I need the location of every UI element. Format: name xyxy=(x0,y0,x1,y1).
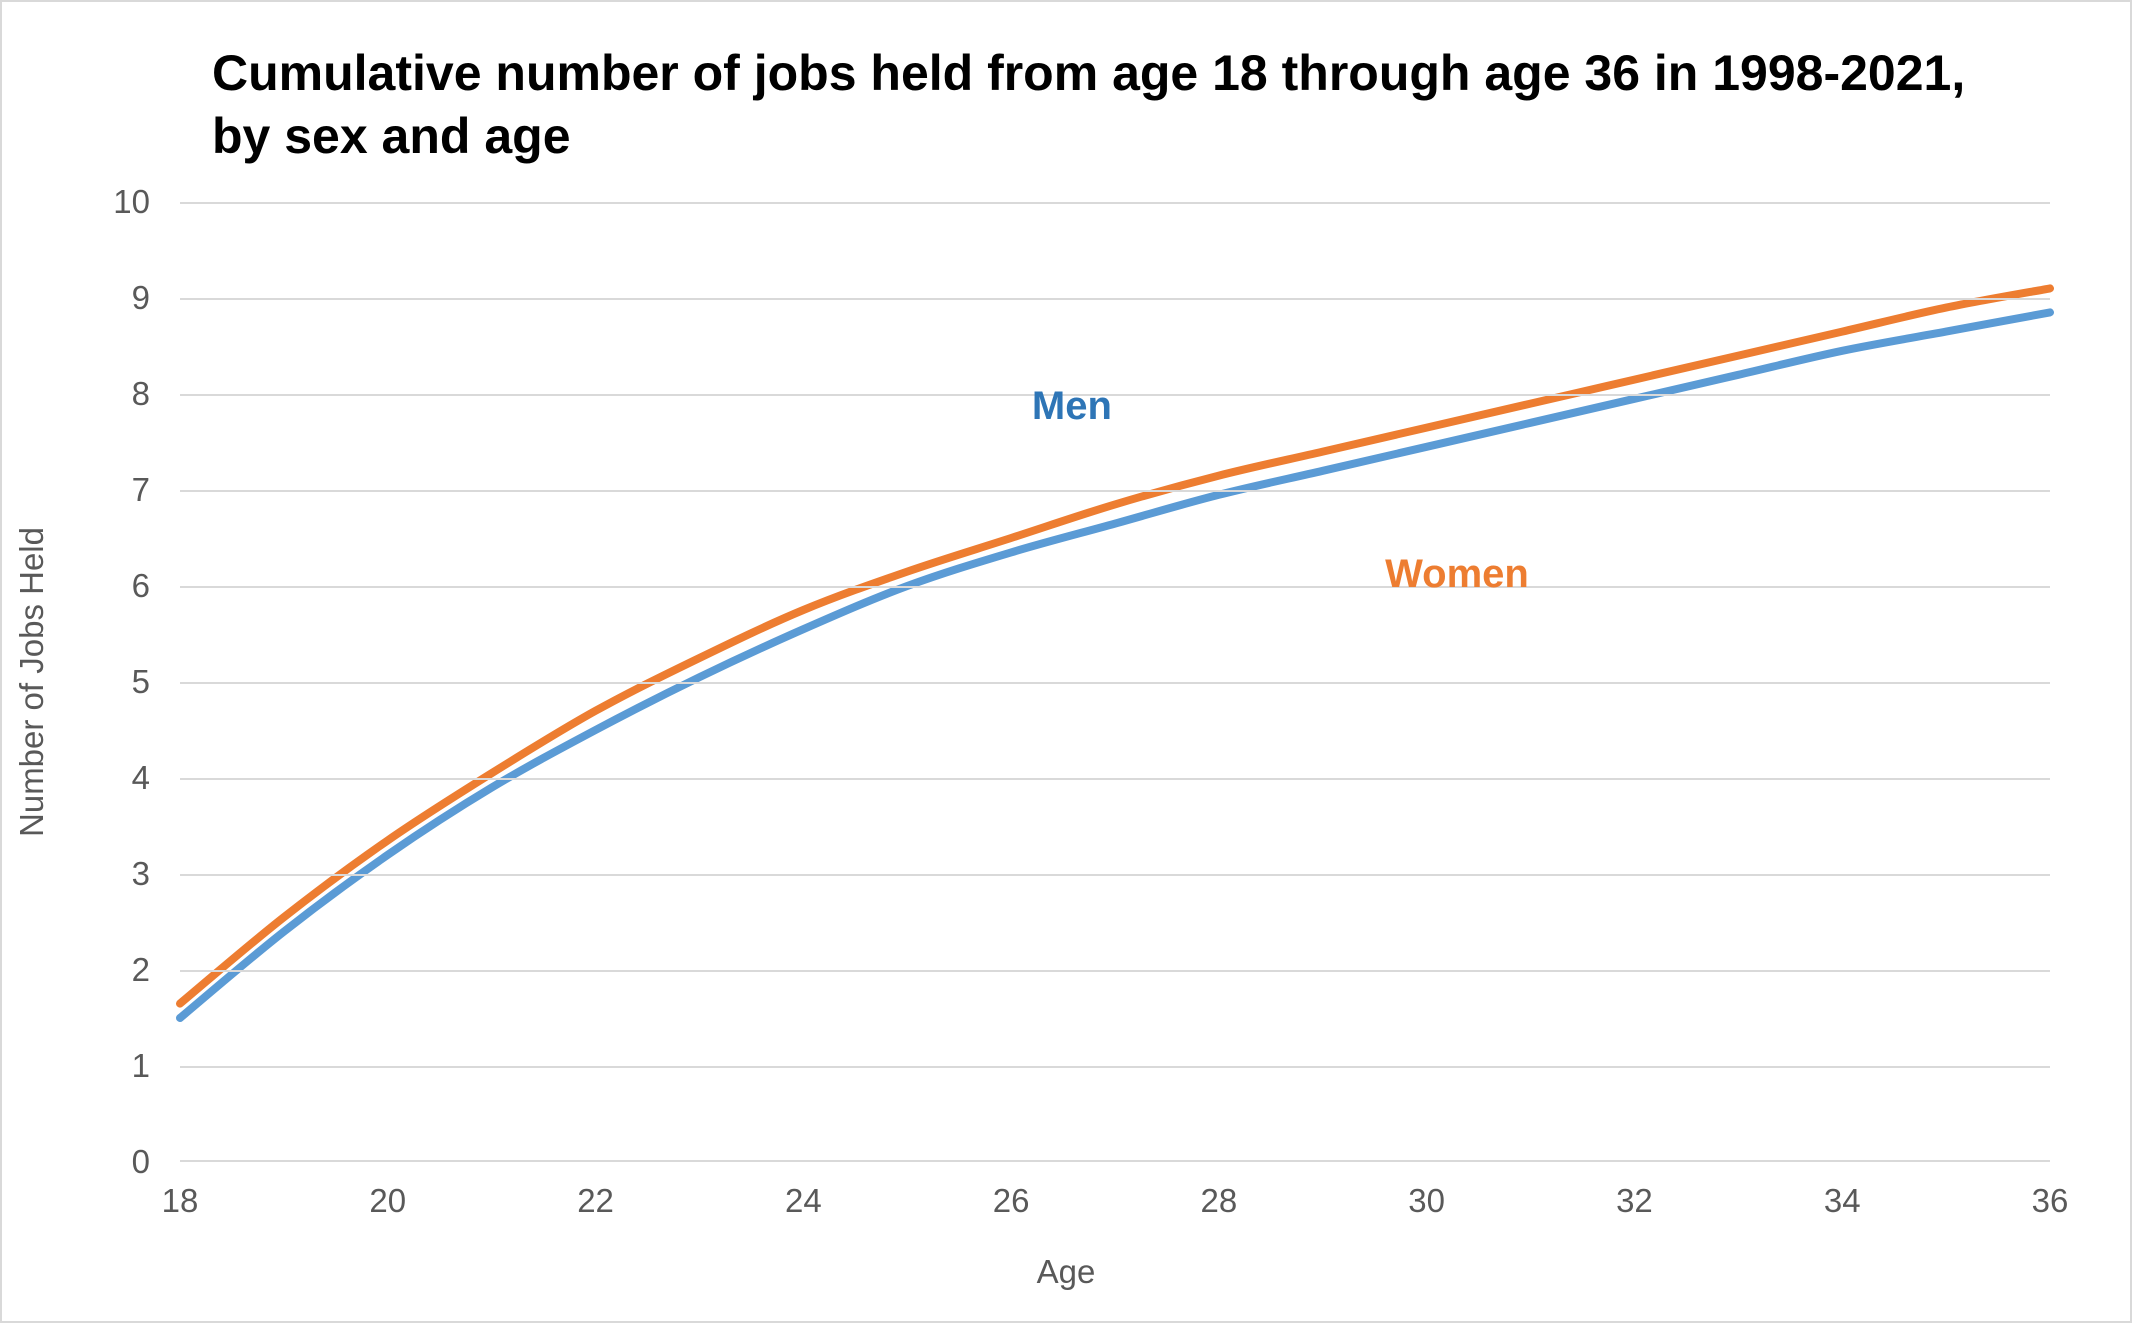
x-tick-label: 32 xyxy=(1594,1182,1674,1220)
gridline xyxy=(180,298,2050,300)
y-tick-label: 7 xyxy=(70,471,150,509)
y-tick-label: 4 xyxy=(70,759,150,797)
y-tick-label: 1 xyxy=(70,1047,150,1085)
x-tick-label: 28 xyxy=(1179,1182,1259,1220)
x-tick-label: 34 xyxy=(1802,1182,1882,1220)
gridline xyxy=(180,1066,2050,1068)
y-tick-label: 3 xyxy=(70,855,150,893)
gridline xyxy=(180,778,2050,780)
series-label-women: Women xyxy=(1385,552,1529,597)
x-tick-label: 24 xyxy=(763,1182,843,1220)
x-tick-label: 20 xyxy=(348,1182,428,1220)
gridline xyxy=(180,682,2050,684)
x-tick-label: 22 xyxy=(556,1182,636,1220)
y-tick-label: 0 xyxy=(70,1143,150,1181)
series-line-men xyxy=(180,312,2050,1018)
x-tick-label: 26 xyxy=(971,1182,1051,1220)
y-tick-label: 5 xyxy=(70,663,150,701)
gridline xyxy=(180,586,2050,588)
y-tick-label: 10 xyxy=(70,183,150,221)
gridline xyxy=(180,202,2050,204)
x-axis-line xyxy=(180,1160,2050,1162)
gridline xyxy=(180,394,2050,396)
chart-title: Cumulative number of jobs held from age … xyxy=(212,42,1992,167)
x-tick-label: 36 xyxy=(2010,1182,2090,1220)
gridline xyxy=(180,874,2050,876)
plot-area: 01234567891018202224262830323436MenWomen xyxy=(180,202,2050,1162)
x-tick-label: 30 xyxy=(1387,1182,1467,1220)
gridline xyxy=(180,970,2050,972)
x-axis-title: Age xyxy=(1037,1253,1096,1291)
y-tick-label: 8 xyxy=(70,375,150,413)
y-tick-label: 9 xyxy=(70,279,150,317)
series-label-men: Men xyxy=(1032,384,1112,429)
chart-frame: Cumulative number of jobs held from age … xyxy=(0,0,2132,1323)
y-axis-title: Number of Jobs Held xyxy=(13,527,51,837)
gridline xyxy=(180,490,2050,492)
x-tick-label: 18 xyxy=(140,1182,220,1220)
y-tick-label: 2 xyxy=(70,951,150,989)
y-tick-label: 6 xyxy=(70,567,150,605)
